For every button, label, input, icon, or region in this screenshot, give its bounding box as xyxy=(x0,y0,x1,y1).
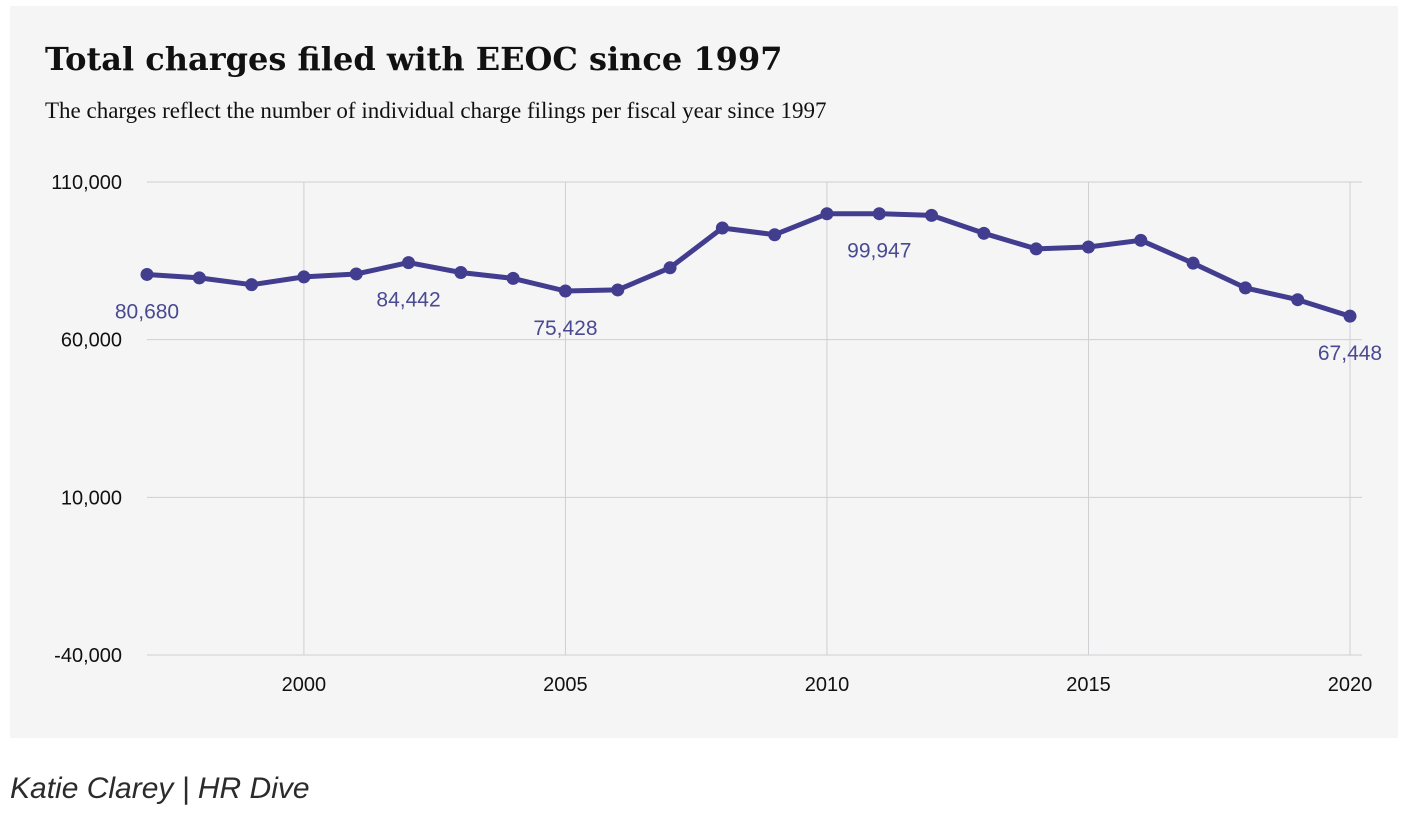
chart-panel xyxy=(10,6,1398,738)
data-point xyxy=(140,267,154,281)
data-label: 99,947 xyxy=(847,240,911,263)
y-gridlines xyxy=(147,181,1362,656)
x-tick: 2000 xyxy=(282,674,327,696)
data-point xyxy=(663,261,677,275)
series-line-group xyxy=(144,211,1353,319)
data-label: 67,448 xyxy=(1318,342,1382,365)
data-point xyxy=(454,266,468,280)
data-point xyxy=(245,278,259,292)
data-point xyxy=(1029,242,1043,256)
data-label: 80,680 xyxy=(115,300,179,323)
y-tick: 10,000 xyxy=(61,487,122,509)
data-point xyxy=(297,270,311,284)
data-point xyxy=(715,221,729,235)
y-tick-label: 10,000 xyxy=(61,487,122,509)
x-tick: 2005 xyxy=(543,674,588,696)
data-point xyxy=(1238,281,1252,295)
data-point xyxy=(768,228,782,242)
y-axis-ticks: -40,000 10,000 60,000 110,000 xyxy=(51,172,122,667)
x-tick: 2015 xyxy=(1066,674,1111,696)
data-labels: 80,680 84,442 75,428 99,947 67,448 xyxy=(115,240,1382,365)
data-point xyxy=(1186,256,1200,270)
chart-subtitle: The charges reflect the number of indivi… xyxy=(45,98,827,123)
data-point xyxy=(1134,233,1148,247)
x-tick: 2010 xyxy=(805,674,850,696)
data-point xyxy=(611,283,625,297)
x-tick-label: 2005 xyxy=(543,674,588,696)
data-point xyxy=(872,207,886,221)
x-axis-ticks: 2000 2005 2010 2015 2020 xyxy=(282,674,1373,696)
series-line xyxy=(144,211,1353,319)
data-point xyxy=(349,267,363,281)
x-tick-label: 2000 xyxy=(282,674,327,696)
x-gridlines xyxy=(303,182,1351,655)
data-point xyxy=(192,271,206,285)
y-tick: -40,000 xyxy=(54,645,122,667)
data-label: 84,442 xyxy=(376,289,440,312)
x-tick-label: 2020 xyxy=(1328,674,1373,696)
data-point xyxy=(1081,240,1095,254)
data-points xyxy=(140,207,1357,323)
data-label: 75,428 xyxy=(533,317,597,340)
chart-title: Total charges filed with EEOC since 1997 xyxy=(45,40,783,78)
data-point xyxy=(402,256,416,270)
data-point xyxy=(558,284,572,298)
y-tick: 110,000 xyxy=(51,172,122,194)
data-point xyxy=(925,208,939,222)
y-tick-label: -40,000 xyxy=(54,645,122,667)
data-point xyxy=(506,271,520,285)
credit-byline: Katie Clarey | HR Dive xyxy=(10,772,310,805)
x-tick-label: 2010 xyxy=(805,674,850,696)
y-tick: 60,000 xyxy=(61,330,122,352)
data-point xyxy=(977,226,991,240)
data-point xyxy=(1291,293,1305,307)
y-tick-label: 110,000 xyxy=(51,172,122,194)
data-point xyxy=(820,207,834,221)
y-tick-label: 60,000 xyxy=(61,330,122,352)
x-tick-label: 2015 xyxy=(1066,674,1111,696)
data-point xyxy=(1343,309,1357,323)
x-tick: 2020 xyxy=(1328,674,1373,696)
